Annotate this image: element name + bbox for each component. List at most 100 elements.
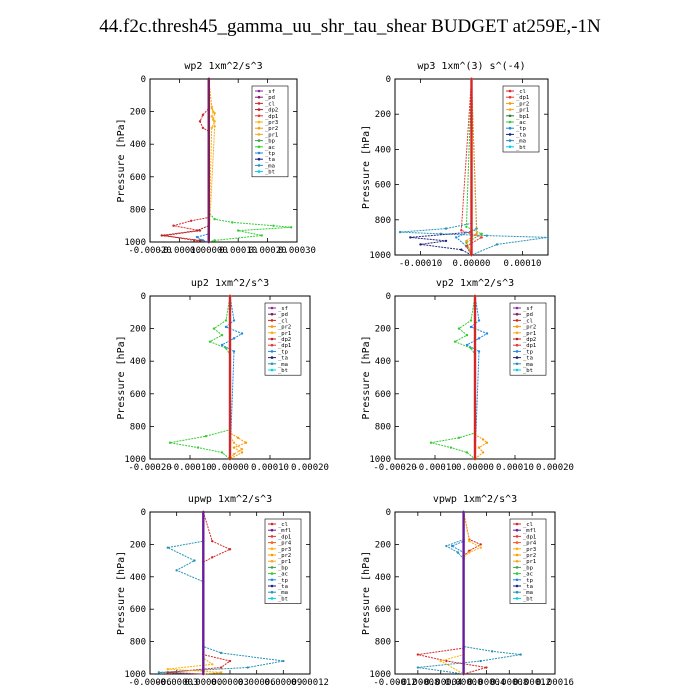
series-point [462,510,465,514]
series-point [232,319,236,322]
series-point [228,548,232,551]
y-tick-label: 600 [375,605,391,615]
plot-frame [149,78,298,243]
series-point [419,243,422,246]
x-tick-label: 0.00020 [249,246,287,256]
legend-marker [257,95,261,99]
legend-label: _ac [523,572,533,578]
x-tick-label: 0.00000 [190,246,228,256]
chart-panel: upwp 1xm^2/s^3 Pressure [hPa] 0 200 400 600 80… [116,494,329,688]
legend-label: _ma [516,139,526,145]
series-point [477,350,481,353]
series-point [449,446,453,449]
legend-marker [270,566,274,569]
series-point [166,671,169,674]
series-point [246,666,249,669]
series-point [468,551,471,554]
legend-marker [270,559,274,563]
legend-marker [515,553,519,557]
y-tick-label: 400 [375,573,391,583]
legend-label: _pr2 [278,325,291,331]
y-tick-label: 600 [130,390,146,400]
series-point [450,544,454,548]
legend-label: _dp1 [516,95,529,101]
x-tick-label: 0.00004 [467,678,505,688]
series-point [477,319,481,322]
legend-label: _bt [278,596,288,602]
series-point [473,294,477,298]
legend-label: _bp1 [516,114,529,120]
legend-marker [508,89,512,93]
legend-marker [270,572,274,575]
y-tick-label: 200 [375,110,391,120]
y-tick-label: 800 [130,205,146,215]
series-point [202,672,205,676]
series-line [208,79,292,243]
series-point [444,239,448,243]
series-point [272,224,275,227]
series-line [455,78,478,256]
legend-marker [270,331,274,335]
y-tick-label: 400 [130,357,146,367]
y-tick-label: 1000 [124,455,146,465]
legend-label: _dp2 [265,108,278,114]
x-tick-label: -0.00008 [396,678,439,688]
series-point [485,234,488,237]
series-point [204,434,208,438]
legend-marker [508,139,512,142]
x-tick-label: 0.00030 [278,246,316,256]
legend-label: _mfl [278,528,291,534]
series-point [479,546,482,549]
legend-label: _ta [278,356,288,362]
series-line [417,511,487,675]
legend-marker [257,108,261,111]
series-point [444,227,448,230]
legend-marker [515,522,519,526]
legend-label: _cl [278,522,288,528]
series-line [208,78,216,243]
series-point [465,343,469,347]
series-point [211,663,214,666]
legend-label: _cl [523,318,533,324]
figure-title: 44.f2c.thresh45_gamma_uu_shr_tau_shear B… [99,16,601,37]
series-line [474,296,488,460]
x-tick-label: 0.00016 [536,678,574,688]
series-point [228,659,232,663]
legend-label: _pr4 [278,541,292,547]
legend-label: _pr4 [523,541,537,547]
legend-marker [270,319,274,322]
legend-label: _cl [278,318,288,324]
y-tick-label: 0 [141,508,146,518]
legend-marker [508,126,512,130]
panel-title: vpwp 1xm^2/s^3 [433,494,517,505]
y-axis-label: Pressure [hPa] [361,125,372,209]
legend-marker [270,522,274,526]
x-tick-label: 0.00003 [211,678,249,688]
legend-label: _pr2 [278,553,291,559]
legend-marker [270,528,274,532]
legend-label: _pr3 [523,547,536,553]
series-point [237,229,240,232]
series-point [166,546,169,549]
series-point [465,239,468,243]
legend-marker [270,597,274,600]
legend-label: _pr2 [523,325,536,331]
legend-marker [508,108,512,111]
legend-marker [257,89,261,93]
legend-marker [257,133,261,136]
series-point [213,112,216,115]
series-line [439,511,482,675]
series-point [213,120,216,123]
legend-marker [515,584,519,588]
series-line [450,512,465,553]
y-tick-label: 200 [130,325,146,335]
chart-panel: vpwp 1xm^2/s^3 Pressure [hPa] 0 200 400 600 80… [361,494,574,688]
x-tick-label: 0.00000 [453,259,491,269]
series-point [232,441,236,444]
x-tick-label: 0.00010 [496,463,534,473]
legend-label: _ta [523,356,533,362]
x-tick-label: 0.00010 [251,463,289,473]
series-point [168,441,172,444]
x-tick-label: -0.00003 [155,678,198,688]
